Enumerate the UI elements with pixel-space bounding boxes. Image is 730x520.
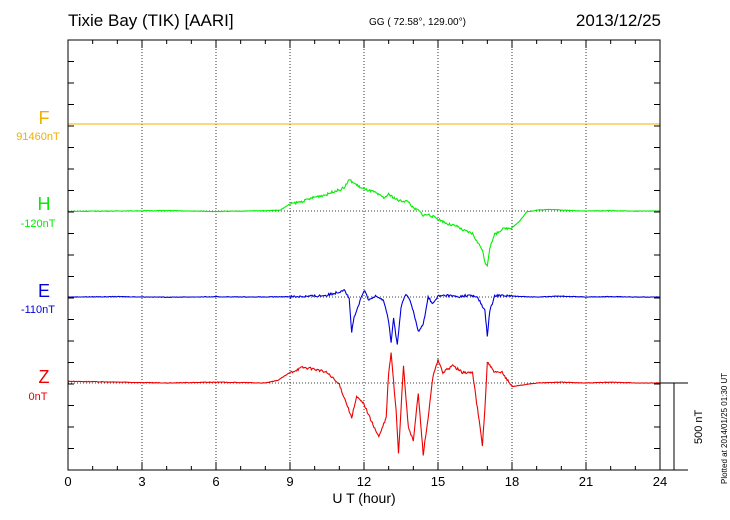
x-tick-label: 21 bbox=[579, 474, 593, 489]
x-tick-label: 18 bbox=[505, 474, 519, 489]
channel-traces bbox=[67, 123, 661, 456]
channel-baseline-f: 91460nT bbox=[16, 131, 60, 143]
x-tick-labels: 0 3 6 9 12 15 18 21 24 bbox=[64, 474, 667, 489]
plotted-timestamp: Plotted at 2014/01/25 01:30 UT bbox=[720, 372, 729, 484]
x-tick-label: 0 bbox=[64, 474, 71, 489]
station-title: Tixie Bay (TIK) [AARI] bbox=[68, 11, 234, 30]
channel-name-h: H bbox=[37, 194, 51, 214]
trace-h bbox=[68, 179, 661, 268]
station-coordinates: GG ( 72.58°, 129.00°) bbox=[369, 17, 466, 28]
trace-z bbox=[67, 352, 661, 456]
x-tick-label: 9 bbox=[286, 474, 293, 489]
axis-ticks bbox=[67, 40, 661, 470]
chart-date: 2013/12/25 bbox=[575, 11, 661, 30]
x-tick-label: 24 bbox=[653, 474, 667, 489]
channel-baseline-z: 0nT bbox=[28, 391, 48, 403]
x-tick-label: 12 bbox=[357, 474, 371, 489]
scale-bar-label: 500 nT bbox=[693, 409, 705, 444]
x-tick-label: 6 bbox=[212, 474, 219, 489]
channel-baseline-h: -120nT bbox=[20, 218, 56, 230]
channel-name-z: Z bbox=[38, 367, 50, 387]
trace-e bbox=[67, 289, 661, 345]
scale-bar bbox=[660, 382, 688, 471]
channel-name-e: E bbox=[37, 281, 50, 301]
channel-baseline-e: -110nT bbox=[20, 304, 56, 316]
x-axis-label: U T (hour) bbox=[332, 490, 395, 506]
x-tick-label: 3 bbox=[138, 474, 145, 489]
channel-name-f: F bbox=[38, 108, 50, 128]
x-tick-label: 15 bbox=[431, 474, 445, 489]
